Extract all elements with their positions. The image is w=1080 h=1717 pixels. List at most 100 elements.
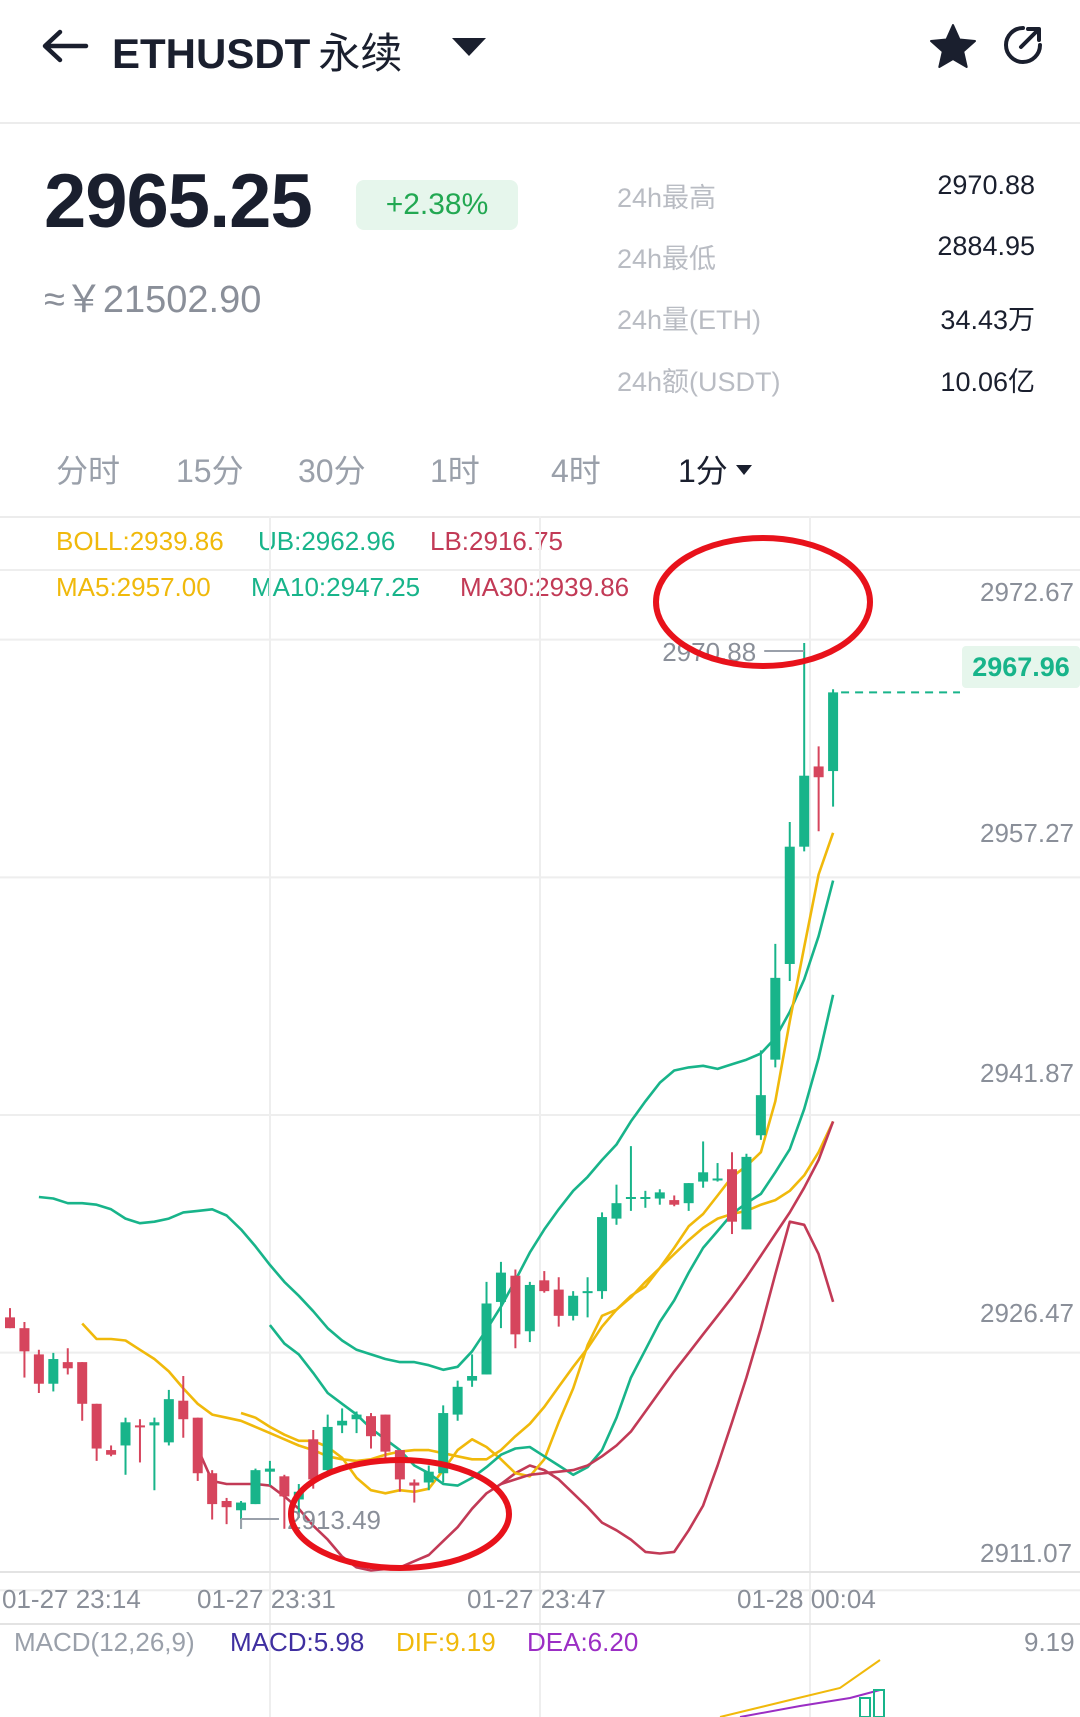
candle-body [625,1197,636,1199]
candle-body [250,1470,261,1505]
macd-axis-value: 9.19 [1024,1627,1075,1657]
ma10-value: MA10:2947.25 [251,572,421,602]
tab-timeshare[interactable]: 分时 [56,453,121,489]
boll-value: BOLL:2939.86 [56,526,224,556]
stat-value-turnover: 10.06亿 [940,367,1035,397]
candle-body [351,1414,362,1420]
candle-body [163,1399,174,1443]
x-tick-label: 01-27 23:47 [467,1584,606,1614]
candle-body [712,1178,723,1181]
y-tick-label: 2941.87 [980,1058,1074,1088]
stat-label-volume: 24h量(ETH) [617,305,762,335]
candle-body [192,1417,203,1474]
y-tick-label: 2926.47 [980,1298,1074,1328]
dea-value: DEA:6.20 [527,1627,639,1657]
candle-body [5,1317,15,1329]
stat-value-low: 2884.95 [937,231,1035,261]
candle-body [438,1413,449,1474]
candle-body [91,1403,102,1449]
candle-body [741,1156,752,1230]
ma30-value: MA30:2939.86 [460,572,630,602]
candle-body [467,1376,478,1381]
change-badge: +2.38% [356,180,518,230]
candle-body [510,1275,521,1335]
candle-body [539,1280,550,1292]
candle-body [828,692,839,772]
top-bar [0,0,1080,124]
candle-body [409,1482,420,1486]
back-arrow-icon[interactable] [40,26,90,66]
star-icon[interactable] [928,22,978,72]
candle-body [423,1471,434,1483]
candles [5,642,839,1529]
candle-body [568,1295,579,1316]
ma5-value: MA5:2957.00 [56,572,211,602]
candle-body [308,1439,319,1480]
stat-label-high: 24h最高 [617,183,717,213]
stat-value-volume: 34.43万 [940,305,1035,335]
candle-body [669,1200,680,1205]
series-boll-line [81,1120,835,1463]
y-tick-label: 2972.67 [980,577,1074,607]
candle-body [611,1203,622,1219]
macd-histogram-bar [873,1689,885,1717]
highlight-circle-high [653,535,873,669]
series-ma10-line [268,994,835,1487]
macd-value: MACD:5.98 [230,1627,365,1657]
candle-body [264,1468,275,1472]
candle-body [366,1416,376,1437]
dif-value: DIF:9.19 [396,1627,496,1657]
series-ub-line [38,880,835,1372]
symbol-title[interactable]: ETHUSDT 永续 [112,20,402,81]
candle-body [394,1450,405,1480]
caret-down-icon [735,464,752,475]
current-price-tag: 2967.96 [962,646,1080,688]
candle-body [784,846,795,964]
candle-body [77,1362,88,1404]
candle-body [106,1450,117,1455]
candle-body [380,1414,391,1452]
tab-1h[interactable]: 1时 [430,453,480,489]
candle-body [553,1289,564,1316]
candle-body [582,1291,593,1294]
tab-1m[interactable]: 1分 [678,446,752,492]
y-tick-label: 2957.27 [980,818,1074,848]
tab-4h[interactable]: 4时 [551,453,601,489]
x-tick-label: 01-28 00:04 [737,1584,876,1614]
share-icon[interactable] [1002,24,1044,66]
x-tick-label: 01-27 23:14 [2,1584,141,1614]
candle-body [813,766,824,778]
candle-body [698,1172,709,1182]
candle-body [597,1217,608,1292]
tab-30m[interactable]: 30分 [298,453,366,489]
caret-down-icon[interactable] [452,38,486,56]
candle-body [120,1422,131,1446]
candle-body [481,1303,492,1375]
low-marker-label: 2913.49 [287,1505,381,1535]
candle-body [755,1095,766,1136]
candle-body [33,1354,44,1384]
candle-body [683,1183,694,1204]
candle-body [62,1362,73,1369]
candle-body [727,1169,737,1222]
x-tick-label: 01-27 23:31 [197,1584,336,1614]
candle-body [19,1328,30,1352]
candle-body [236,1502,247,1511]
candle-body [770,977,781,1060]
stat-label-turnover: 24h额(USDT) [617,367,781,397]
macd-histogram-bar [859,1697,871,1717]
macd-dea-line [739,1689,881,1717]
macd-dif-line [719,1659,881,1717]
tab-15m[interactable]: 15分 [176,453,244,489]
candle-body [207,1473,218,1505]
ub-value: UB:2962.96 [258,526,396,556]
interval-tabs: 分时 15分 30分 1时 4时 1分 [0,440,1080,518]
highlight-circle-low [288,1457,512,1571]
candle-body [337,1420,348,1426]
candle-body [48,1359,59,1384]
contract-type: 永续 [318,30,403,77]
candle-body [322,1426,333,1471]
macd-params: MACD(12,26,9) [14,1627,195,1657]
